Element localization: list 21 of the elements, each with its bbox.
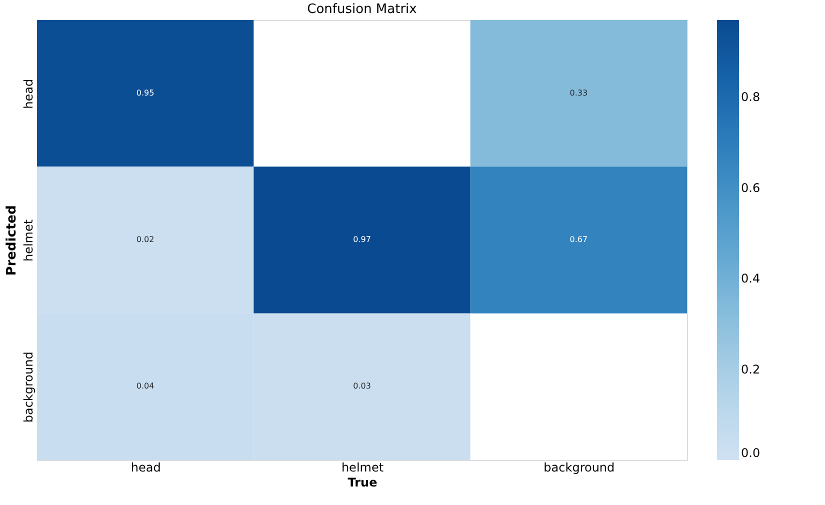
data-label: 0.03 xyxy=(353,382,371,391)
color-bar-label: 0.8 xyxy=(741,90,760,104)
y-axis-title: Predicted xyxy=(4,205,20,276)
color-bar-label: 0.4 xyxy=(741,272,760,286)
data-label: 0.97 xyxy=(353,235,371,244)
x-axis-title: True xyxy=(348,476,378,490)
data-label: 0.02 xyxy=(136,235,154,244)
x-tick-label: background xyxy=(544,460,615,474)
color-bar-label: 0.6 xyxy=(741,180,760,195)
data-label: 0.67 xyxy=(570,235,588,244)
color-bar-label: 0.0 xyxy=(741,446,760,460)
x-tick-label: head xyxy=(130,460,161,474)
x-tick-label: helmet xyxy=(341,460,384,474)
y-tick-label: background xyxy=(22,352,36,423)
y-tick-label: helmet xyxy=(22,219,36,262)
data-label: 0.04 xyxy=(136,382,154,391)
data-label: 0.95 xyxy=(136,88,154,98)
data-label: 0.33 xyxy=(570,88,588,98)
chart-title: Confusion Matrix xyxy=(307,2,418,17)
y-tick-label: head xyxy=(22,78,36,109)
color-bar-label: 0.2 xyxy=(741,362,760,376)
